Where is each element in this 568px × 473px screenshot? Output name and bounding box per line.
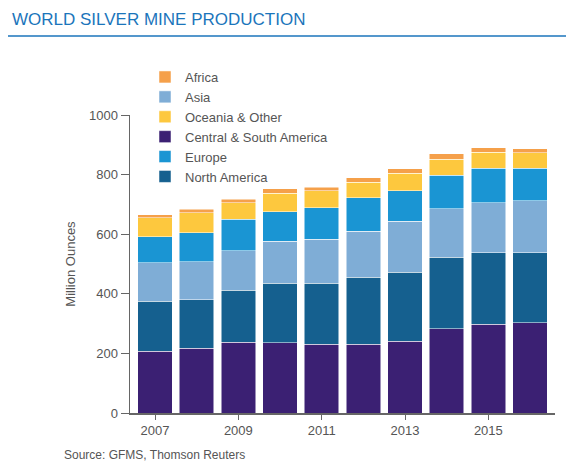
- svg-text:Central & South America: Central & South America: [185, 130, 328, 145]
- svg-text:600: 600: [96, 227, 118, 242]
- svg-text:800: 800: [96, 167, 118, 182]
- svg-text:Oceania & Other: Oceania & Other: [185, 110, 282, 125]
- svg-text:0: 0: [111, 406, 118, 421]
- svg-text:200: 200: [96, 346, 118, 361]
- svg-text:2011: 2011: [308, 423, 336, 438]
- svg-text:WORLD SILVER MINE PRODUCTION: WORLD SILVER MINE PRODUCTION: [12, 10, 305, 29]
- svg-text:2013: 2013: [391, 423, 420, 438]
- svg-text:400: 400: [96, 286, 118, 301]
- svg-text:Source: GFMS, Thomson Reuters: Source: GFMS, Thomson Reuters: [64, 448, 245, 462]
- svg-text:Europe: Europe: [185, 150, 227, 165]
- svg-text:2015: 2015: [474, 423, 503, 438]
- svg-text:Asia: Asia: [185, 90, 211, 105]
- svg-text:Million Ounces: Million Ounces: [63, 221, 78, 307]
- svg-text:2009: 2009: [224, 423, 253, 438]
- svg-text:North America: North America: [185, 170, 268, 185]
- svg-text:2007: 2007: [141, 423, 170, 438]
- svg-text:Africa: Africa: [185, 70, 219, 85]
- svg-text:1000: 1000: [89, 108, 118, 123]
